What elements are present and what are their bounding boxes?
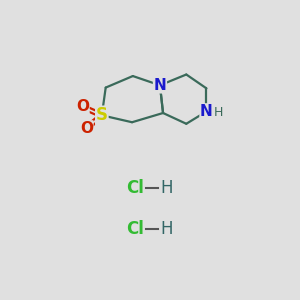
Text: O: O [80, 121, 93, 136]
Text: O: O [76, 99, 89, 114]
Text: Cl: Cl [126, 220, 144, 238]
Text: S: S [96, 106, 108, 124]
Text: N: N [200, 104, 213, 119]
Text: H: H [160, 220, 172, 238]
Text: H: H [160, 179, 172, 197]
Text: Cl: Cl [126, 179, 144, 197]
Text: H: H [214, 106, 224, 119]
Text: N: N [154, 78, 166, 93]
